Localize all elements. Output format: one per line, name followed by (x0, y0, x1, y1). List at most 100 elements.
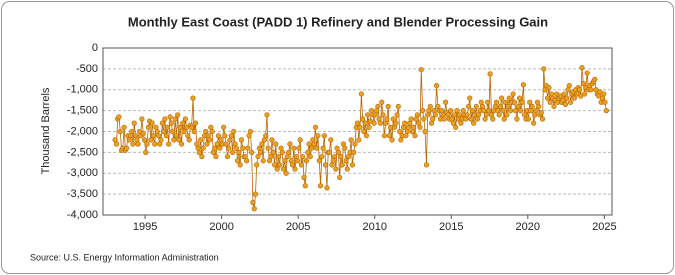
data-point (571, 95, 577, 101)
data-point (237, 162, 243, 168)
data-point (361, 128, 367, 135)
y-tick-label: -2,500 (67, 146, 98, 158)
x-tick-label: 2005 (286, 221, 310, 233)
data-point (375, 103, 381, 110)
data-point (328, 137, 334, 143)
data-point (264, 112, 270, 118)
data-point (397, 128, 403, 135)
y-tick-label: -2,000 (67, 125, 98, 137)
data-point (518, 108, 524, 114)
data-point (465, 103, 472, 110)
data-point (240, 145, 246, 151)
data-point (164, 124, 171, 130)
data-point (161, 128, 167, 135)
data-point (561, 91, 567, 97)
data-point (265, 145, 271, 151)
data-point (371, 120, 377, 126)
data-point (317, 183, 324, 189)
data-point (490, 116, 496, 122)
data-point (333, 166, 339, 172)
data-point (473, 103, 479, 110)
data-point (379, 99, 385, 105)
data-point (384, 116, 390, 122)
data-point (385, 103, 391, 110)
data-point (190, 95, 196, 101)
data-point (228, 133, 234, 139)
data-point (322, 162, 329, 168)
data-point (272, 162, 278, 168)
data-point (389, 137, 395, 143)
data-point (531, 120, 537, 126)
data-point (411, 124, 417, 130)
data-point (469, 108, 475, 114)
data-point (393, 120, 399, 126)
data-point (214, 141, 220, 147)
data-point (536, 103, 542, 110)
data-point (448, 108, 454, 114)
data-point (433, 82, 440, 89)
data-point (510, 91, 516, 97)
data-point (525, 116, 532, 122)
data-point (221, 124, 227, 130)
data-point (344, 166, 350, 172)
data-point (172, 116, 178, 122)
data-point (441, 116, 447, 122)
data-point (249, 149, 255, 155)
data-point (234, 158, 241, 164)
data-point (196, 149, 202, 155)
data-point (254, 162, 260, 168)
data-point (166, 141, 172, 147)
data-point (514, 116, 520, 122)
data-point (181, 128, 187, 135)
y-tick-label: -3,000 (67, 167, 98, 179)
data-point (454, 108, 460, 114)
data-point (191, 128, 197, 135)
x-tick-label: 2015 (439, 221, 463, 233)
data-point (539, 116, 546, 122)
data-point (520, 82, 526, 88)
data-point (601, 91, 607, 97)
data-point (527, 99, 533, 105)
data-point (233, 145, 239, 151)
data-point (312, 124, 319, 130)
data-point (337, 174, 343, 181)
data-point (116, 114, 122, 120)
data-point (294, 158, 301, 164)
data-point (292, 166, 298, 172)
data-point (217, 145, 223, 151)
data-point (135, 141, 141, 147)
data-point (129, 128, 135, 135)
data-point (417, 124, 423, 130)
data-point (386, 133, 393, 139)
data-point (226, 145, 232, 151)
data-point (252, 191, 259, 197)
data-point (551, 103, 557, 110)
data-point (167, 114, 173, 120)
data-point (314, 145, 320, 151)
data-point (354, 120, 361, 126)
data-point (576, 87, 583, 93)
data-point (487, 71, 493, 77)
data-point (231, 128, 237, 135)
x-tick-label: 1995 (133, 221, 157, 233)
data-point (283, 170, 289, 176)
data-point (130, 141, 136, 147)
source-note: Source: U.S. Energy Information Administ… (30, 252, 219, 262)
data-point (309, 145, 315, 151)
data-point (229, 149, 236, 155)
data-point (332, 153, 338, 160)
data-point (316, 158, 322, 164)
data-point (263, 133, 269, 139)
y-axis-label: Thousand Barrels (40, 87, 52, 174)
data-point (603, 108, 609, 114)
data-point (274, 166, 280, 172)
data-point (250, 199, 256, 206)
data-point (247, 128, 254, 135)
data-point (357, 124, 363, 130)
data-point (377, 120, 384, 126)
data-point (270, 149, 276, 155)
data-point (338, 153, 344, 160)
data-point (546, 85, 552, 91)
x-tick-label: 2020 (516, 221, 540, 233)
